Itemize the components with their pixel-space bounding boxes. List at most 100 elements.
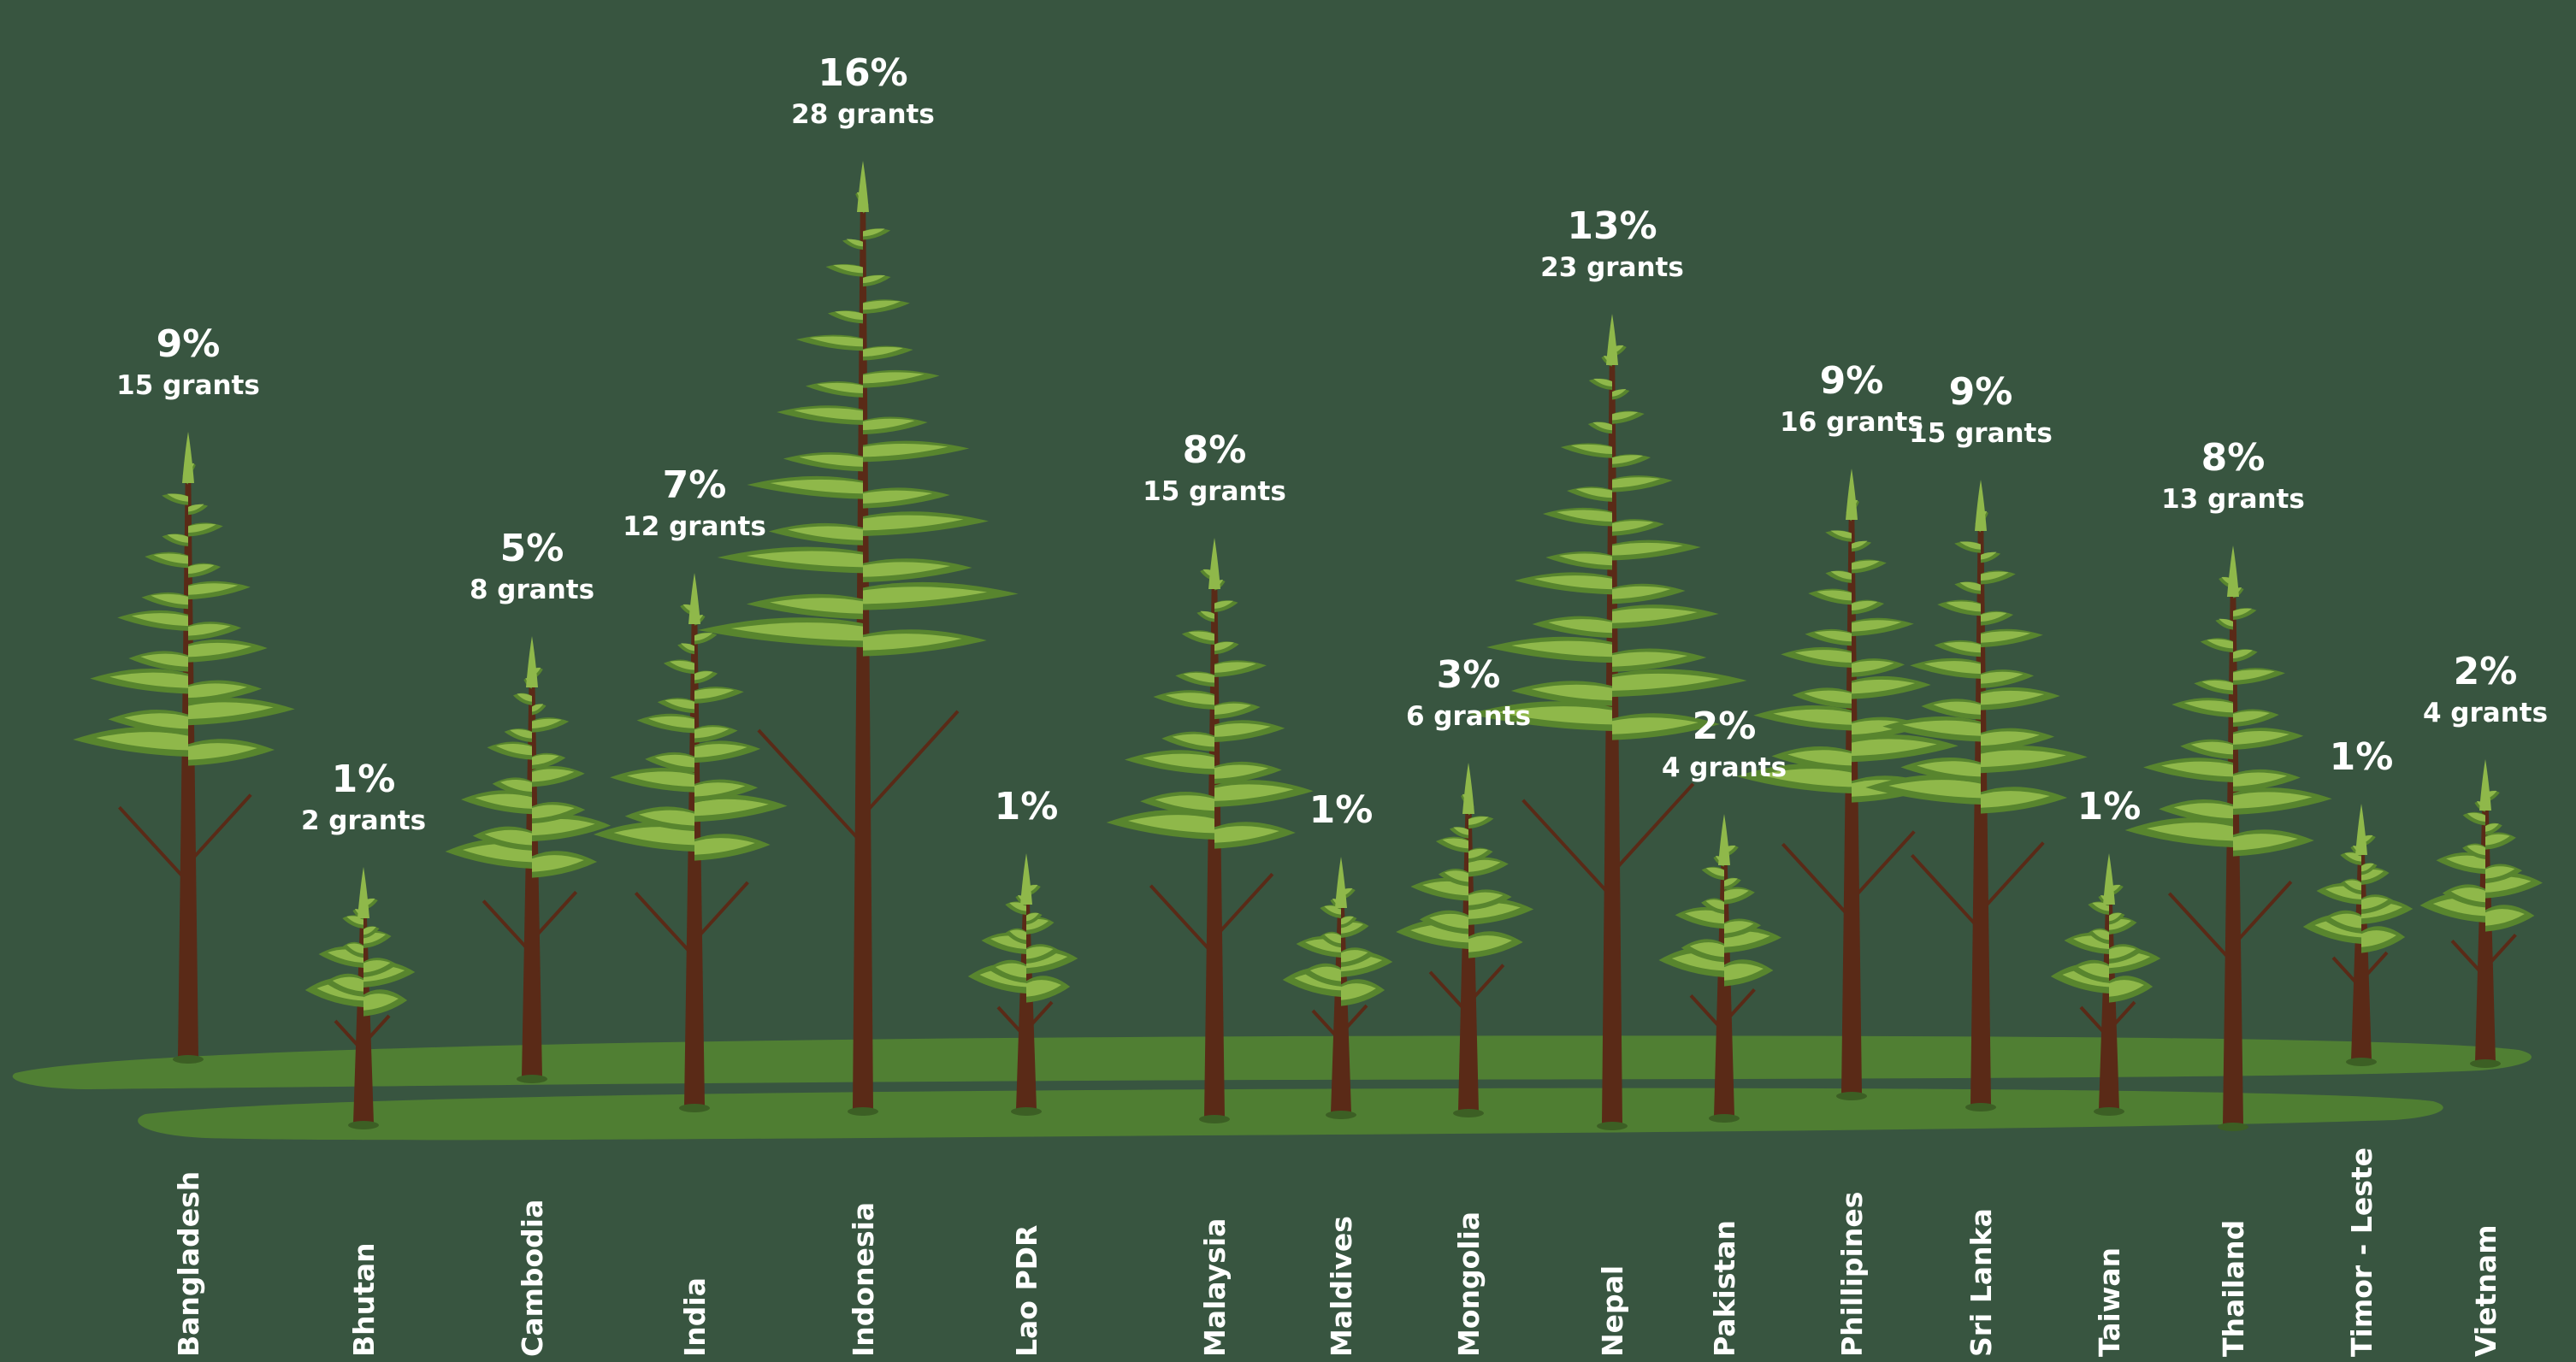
category-label-indonesia: Indonesia xyxy=(847,1202,880,1357)
tree-lao-pdr xyxy=(967,853,1078,1116)
tree-base-shadow xyxy=(2346,1058,2377,1066)
tree-foliage xyxy=(967,853,1078,1003)
category-label-india: India xyxy=(678,1277,712,1357)
tree-foliage xyxy=(445,636,612,878)
tree-timor-leste xyxy=(2302,804,2414,1066)
tree-base-shadow xyxy=(517,1075,547,1083)
tree-foliage xyxy=(304,867,416,1017)
tree-base-shadow xyxy=(2470,1059,2501,1068)
grant-label-vietnam: 4 grants xyxy=(2423,698,2548,728)
tree-sri-lanka xyxy=(1865,480,2088,1111)
tree-foliage xyxy=(1468,314,1747,740)
tree-malaysia xyxy=(1106,538,1314,1123)
value-label-malaysia: 8% xyxy=(1183,428,1247,472)
tree-base-shadow xyxy=(1597,1122,1628,1130)
tree-branches xyxy=(1781,830,1916,921)
tree-base-shadow xyxy=(1199,1115,1230,1123)
value-label-vietnam: 2% xyxy=(2454,650,2518,693)
tree-base-shadow xyxy=(679,1104,710,1112)
tree-foliage xyxy=(1282,857,1393,1006)
tree-thailand xyxy=(2124,545,2332,1131)
tree-foliage xyxy=(2124,545,2332,857)
value-labels: 9% 15 grants 1% 2 grants 5% 8 grants 7% 12 gran… xyxy=(116,51,2548,836)
ground-front-layer xyxy=(138,1088,2443,1141)
category-label-mongolia: Mongolia xyxy=(1452,1212,1486,1357)
grant-label-indonesia: 28 grants xyxy=(791,99,935,130)
grant-label-phillipines: 16 grants xyxy=(1780,407,1923,438)
grant-label-bhutan: 2 grants xyxy=(301,805,426,836)
tree-foliage xyxy=(2419,759,2543,932)
tree-base-shadow xyxy=(1709,1114,1740,1123)
tree-base-shadow xyxy=(1836,1092,1867,1100)
category-label-vietnam: Vietnam xyxy=(2469,1224,2502,1357)
tree-base-shadow xyxy=(348,1121,379,1129)
value-label-mongolia: 3% xyxy=(1437,653,1501,697)
value-label-nepal: 13% xyxy=(1567,204,1657,248)
grant-label-sri-lanka: 15 grants xyxy=(1909,418,2053,449)
tree-foliage xyxy=(698,161,1019,657)
value-label-bangladesh: 9% xyxy=(157,322,221,366)
tree-branches xyxy=(634,881,749,958)
value-label-maldives: 1% xyxy=(1309,788,1374,832)
tree-base-shadow xyxy=(2094,1107,2124,1116)
tree-mongolia xyxy=(1396,763,1534,1117)
grant-label-cambodia: 8 grants xyxy=(470,575,594,605)
tree-base-shadow xyxy=(1965,1103,1996,1111)
ground-meadow xyxy=(12,1035,2532,1141)
category-label-cambodia: Cambodia xyxy=(516,1200,549,1357)
tree-foliage xyxy=(1396,763,1534,958)
tree-base-shadow xyxy=(2218,1123,2248,1131)
grant-label-malaysia: 15 grants xyxy=(1143,476,1286,507)
tree-india xyxy=(593,573,788,1112)
tree-maldives xyxy=(1282,857,1393,1119)
category-label-malaysia: Malaysia xyxy=(1198,1218,1232,1357)
tree-vietnam xyxy=(2419,759,2543,1068)
tree-branches xyxy=(1911,841,2045,932)
tree-bangladesh xyxy=(73,432,295,1064)
category-label-sri-lanka: Sri Lanka xyxy=(1964,1208,1998,1357)
tree-base-shadow xyxy=(1453,1109,1484,1117)
tree-branches xyxy=(1521,782,1695,899)
category-label-bhutan: Bhutan xyxy=(347,1242,381,1357)
tree-bhutan xyxy=(304,867,416,1129)
category-label-pakistan: Pakistan xyxy=(1708,1220,1741,1357)
tree-branches xyxy=(118,793,252,884)
value-label-taiwan: 1% xyxy=(2077,785,2142,828)
tree-branches xyxy=(757,710,960,846)
tree-foliage xyxy=(1106,538,1314,849)
tree-branches xyxy=(2167,880,2293,964)
tree-foliage xyxy=(2050,853,2161,1003)
grant-label-india: 12 grants xyxy=(623,511,766,542)
grant-label-nepal: 23 grants xyxy=(1540,252,1684,283)
grant-label-mongolia: 6 grants xyxy=(1406,701,1531,732)
category-label-bangladesh: Bangladesh xyxy=(172,1171,205,1357)
tree-branches xyxy=(1149,872,1274,957)
value-label-timor-leste: 1% xyxy=(2330,735,2394,779)
value-label-pakistan: 2% xyxy=(1693,705,1757,748)
ground-back-layer xyxy=(12,1035,2532,1089)
grant-label-thailand: 13 grants xyxy=(2161,484,2305,515)
value-label-bhutan: 1% xyxy=(332,758,396,801)
tree-foliage xyxy=(2302,804,2414,953)
category-label-thailand: Thailand xyxy=(2217,1220,2250,1357)
tree-cambodia xyxy=(445,636,612,1083)
tree-pakistan xyxy=(1658,814,1781,1123)
tree-foliage xyxy=(1658,814,1781,987)
tree-nepal xyxy=(1468,314,1747,1130)
tree-base-shadow xyxy=(1326,1111,1356,1119)
value-label-thailand: 8% xyxy=(2201,436,2266,480)
tree-base-shadow xyxy=(1011,1107,1042,1116)
category-label-nepal: Nepal xyxy=(1596,1265,1629,1357)
category-label-timor-leste: Timor - Leste xyxy=(2345,1147,2378,1357)
grant-label-pakistan: 4 grants xyxy=(1662,752,1787,783)
value-label-sri-lanka: 9% xyxy=(1949,370,2013,414)
tree-foliage xyxy=(73,432,295,766)
category-label-taiwan: Taiwan xyxy=(2093,1247,2126,1357)
tree-taiwan xyxy=(2050,853,2161,1116)
category-label-lao-pdr: Lao PDR xyxy=(1010,1225,1043,1357)
value-label-india: 7% xyxy=(663,463,727,507)
tree-base-shadow xyxy=(848,1107,878,1116)
value-label-cambodia: 5% xyxy=(500,527,564,570)
tree-marks xyxy=(73,161,2543,1131)
